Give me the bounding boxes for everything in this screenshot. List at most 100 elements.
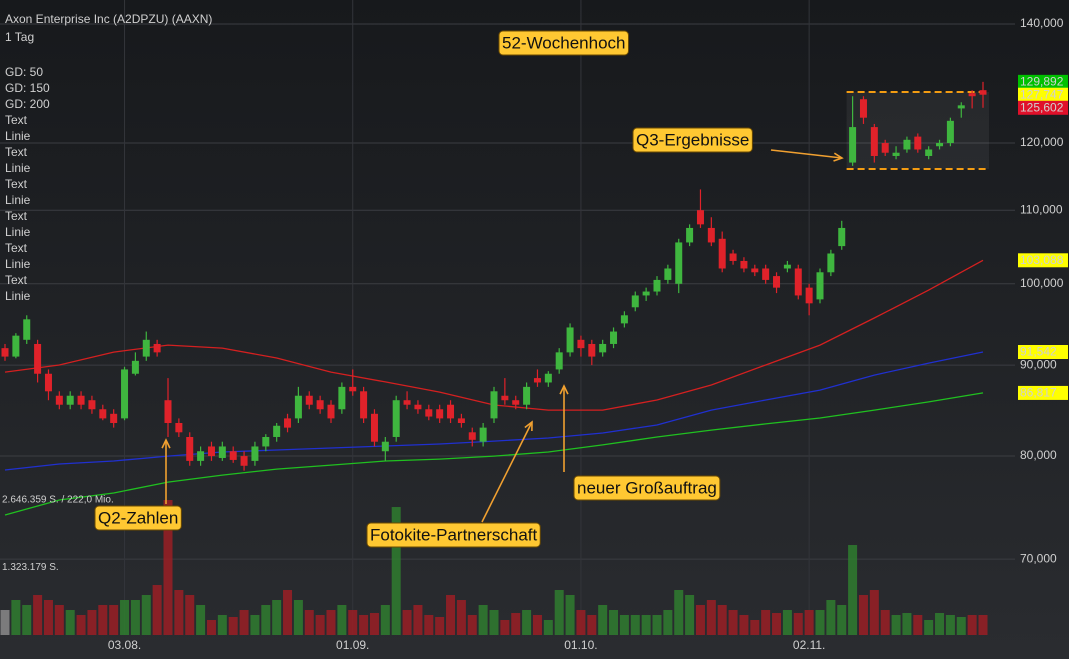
candle-body xyxy=(240,456,248,466)
volume-bar xyxy=(945,615,955,635)
volume-bar xyxy=(826,600,836,635)
volume-bar xyxy=(837,605,847,635)
volume-bar xyxy=(739,615,749,635)
annotation-arrow xyxy=(770,149,843,159)
volume-bar xyxy=(130,600,140,635)
legend-entry: GD: 200 xyxy=(5,97,50,111)
volume-bar xyxy=(717,605,727,635)
y-tick-label: 90,000 xyxy=(1020,357,1057,371)
legend-extra-entry: Linie xyxy=(5,257,31,271)
annotation-text: Q3-Ergebnisse xyxy=(636,130,749,149)
price-label: 125,602 xyxy=(1020,100,1064,114)
volume-bar xyxy=(641,615,651,635)
volume-bar xyxy=(902,613,912,635)
volume-bar xyxy=(446,595,456,635)
volume-bar xyxy=(924,620,934,635)
candle-body xyxy=(881,143,889,153)
volume-bar xyxy=(804,610,814,635)
candle-body xyxy=(457,418,465,423)
x-tick-label: 03.08. xyxy=(108,638,141,652)
candle-body xyxy=(44,373,52,392)
candle-body xyxy=(805,287,813,304)
volume-tick-label: 2.646.359 S. / 222,0 Mio. xyxy=(2,495,114,506)
candle-body xyxy=(849,127,857,163)
candle-body xyxy=(718,238,726,269)
candle-body xyxy=(653,279,661,292)
candle-body xyxy=(23,319,31,340)
volume-bar xyxy=(652,615,662,635)
candle-body xyxy=(979,90,987,95)
volume-bar xyxy=(935,613,945,635)
volume-bar xyxy=(511,613,521,635)
volume-bar xyxy=(174,590,184,635)
candle-body xyxy=(381,441,389,452)
volume-bar xyxy=(456,600,466,635)
annotation-arrowhead xyxy=(161,438,171,449)
candle-body xyxy=(566,327,574,353)
volume-bar xyxy=(33,595,43,635)
candle-body xyxy=(153,343,161,353)
annotation-text: neuer Großauftrag xyxy=(577,478,717,497)
volume-bar xyxy=(239,610,249,635)
candle-body xyxy=(555,352,563,370)
candle-body xyxy=(175,422,183,433)
candle-body xyxy=(773,276,781,288)
candle-body xyxy=(751,268,759,273)
candle-body xyxy=(370,413,378,442)
candle-body xyxy=(783,264,791,269)
volume-bar xyxy=(793,613,803,635)
volume-bar xyxy=(43,600,53,635)
volume-bar xyxy=(685,595,695,635)
legend-extra-entry: Text xyxy=(5,113,28,127)
volume-bar xyxy=(206,620,216,635)
volume-bar xyxy=(11,600,21,635)
candle-body xyxy=(610,331,618,344)
volume-bar xyxy=(228,617,238,635)
candle-body xyxy=(468,432,476,440)
price-label: 129,892 xyxy=(1020,75,1064,89)
legend-extra-entry: Text xyxy=(5,209,28,223)
annotation-text: 52-Wochenhoch xyxy=(502,33,626,52)
volume-bar xyxy=(880,610,890,635)
candle-body xyxy=(838,227,846,247)
y-tick-label: 100,000 xyxy=(1020,276,1064,290)
volume-bar xyxy=(869,590,879,635)
volume-bar xyxy=(163,500,173,635)
candle-body xyxy=(251,446,259,461)
volume-bar xyxy=(413,605,423,635)
candle-body xyxy=(946,120,954,144)
candle-body xyxy=(338,386,346,410)
annotation-arrowhead xyxy=(833,152,844,162)
candle-body xyxy=(1,348,9,357)
candle-body xyxy=(816,272,824,300)
volume-bar xyxy=(674,590,684,635)
labels: Axon Enterprise Inc (A2DPZU) (AAXN) 1 Ta… xyxy=(2,12,1068,652)
moving-average-line xyxy=(4,351,984,471)
volume-bar xyxy=(0,610,10,635)
volume-bar xyxy=(663,610,673,635)
price-label-box xyxy=(1018,100,1068,115)
moving-average-line xyxy=(4,392,984,516)
volume-bar xyxy=(391,507,401,635)
volume-bar xyxy=(98,605,108,635)
volume-bar xyxy=(913,615,923,635)
candle-body xyxy=(229,451,237,460)
price-label-box xyxy=(1018,385,1068,400)
volume-bar xyxy=(489,610,499,635)
candle-body xyxy=(121,369,129,419)
candle-body xyxy=(142,339,150,357)
volume-bar xyxy=(369,613,379,635)
price-label: 86,817 xyxy=(1020,386,1057,400)
candle-body xyxy=(479,427,487,442)
candle-body xyxy=(936,143,944,147)
volume-bar xyxy=(326,610,336,635)
price-label: 127,747 xyxy=(1020,87,1064,101)
legend-extra-entry: Text xyxy=(5,273,28,287)
price-label-box xyxy=(1018,345,1068,360)
volume-bar xyxy=(761,610,771,635)
volume-bar xyxy=(543,620,553,635)
price-label-box xyxy=(1018,74,1068,89)
candle-body xyxy=(294,395,302,419)
volume-bar xyxy=(141,595,151,635)
